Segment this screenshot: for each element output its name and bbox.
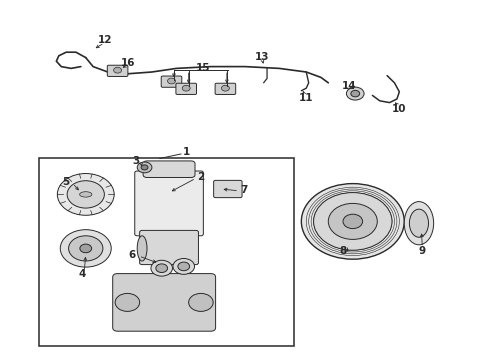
Circle shape: [60, 230, 111, 267]
Bar: [39, 158, 294, 346]
Circle shape: [80, 244, 92, 253]
Circle shape: [156, 264, 168, 273]
Circle shape: [346, 87, 364, 100]
FancyBboxPatch shape: [161, 76, 182, 87]
Text: 6: 6: [129, 250, 136, 260]
Circle shape: [168, 78, 175, 84]
Circle shape: [67, 181, 104, 208]
Circle shape: [221, 85, 229, 91]
Circle shape: [182, 85, 190, 91]
Text: 16: 16: [121, 58, 136, 68]
Circle shape: [141, 165, 148, 170]
Text: 1: 1: [183, 147, 190, 157]
Circle shape: [57, 174, 114, 215]
FancyBboxPatch shape: [176, 83, 196, 94]
FancyBboxPatch shape: [140, 230, 198, 265]
Text: 11: 11: [299, 93, 314, 103]
Text: 4: 4: [78, 269, 86, 279]
Circle shape: [137, 162, 152, 173]
Circle shape: [151, 260, 172, 276]
Text: 12: 12: [98, 35, 113, 45]
Text: 14: 14: [342, 81, 356, 91]
Circle shape: [343, 214, 363, 229]
FancyBboxPatch shape: [135, 171, 203, 236]
Circle shape: [189, 293, 213, 311]
FancyBboxPatch shape: [107, 65, 128, 76]
Circle shape: [114, 67, 122, 73]
Text: 3: 3: [133, 156, 140, 166]
FancyBboxPatch shape: [215, 83, 236, 94]
Text: 8: 8: [340, 246, 346, 256]
FancyBboxPatch shape: [113, 274, 216, 331]
FancyBboxPatch shape: [143, 161, 195, 177]
Ellipse shape: [409, 209, 428, 237]
Circle shape: [328, 203, 377, 239]
Ellipse shape: [79, 192, 92, 197]
Ellipse shape: [137, 236, 147, 261]
Text: 13: 13: [255, 52, 270, 62]
FancyBboxPatch shape: [214, 180, 242, 198]
Ellipse shape: [404, 202, 434, 245]
Text: 2: 2: [197, 172, 204, 182]
Circle shape: [69, 236, 103, 261]
Circle shape: [301, 184, 404, 259]
Text: 7: 7: [240, 185, 248, 195]
Text: 9: 9: [419, 246, 426, 256]
Circle shape: [173, 258, 195, 274]
Circle shape: [178, 262, 190, 271]
Text: 15: 15: [196, 63, 211, 73]
Circle shape: [351, 90, 360, 97]
Circle shape: [314, 193, 392, 250]
Circle shape: [115, 293, 140, 311]
Text: 10: 10: [392, 104, 407, 114]
Text: 5: 5: [63, 177, 70, 187]
